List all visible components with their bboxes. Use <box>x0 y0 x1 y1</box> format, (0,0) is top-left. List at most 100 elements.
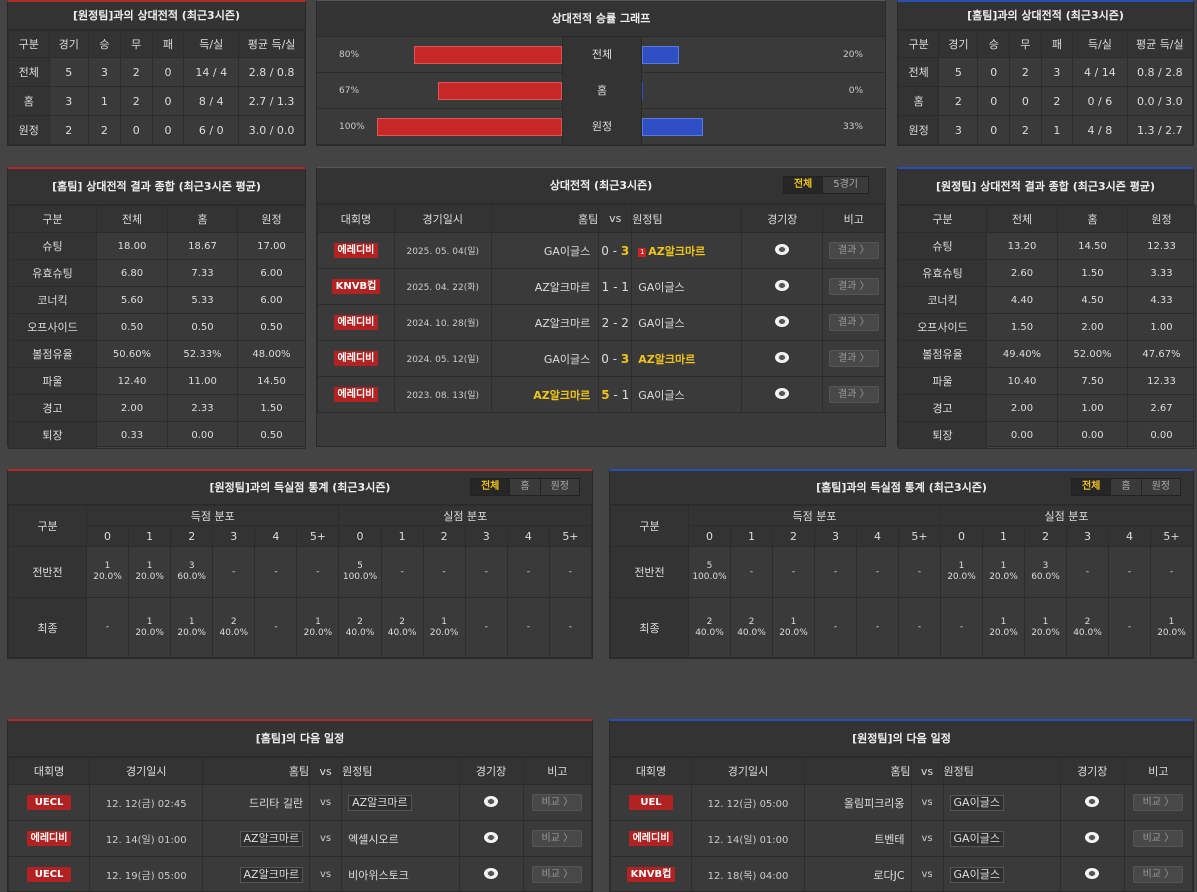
compare-button[interactable]: 비교 〉 <box>1133 830 1184 847</box>
competition-cell: UECL <box>7 784 91 821</box>
competition-badge[interactable]: 에레디비 <box>628 831 674 846</box>
count-value: - <box>316 566 320 577</box>
home-team[interactable]: AZ알크마르 <box>239 830 304 847</box>
conceded-cell: - <box>464 597 508 658</box>
result-button[interactable]: 결과 〉 <box>828 278 879 295</box>
tab-all[interactable]: 전체 <box>783 177 824 193</box>
stat-value: 11.00 <box>167 367 238 395</box>
competition-badge[interactable]: UECL <box>27 795 72 810</box>
tab-all[interactable]: 전체 <box>470 479 511 495</box>
percent-value: 40.0% <box>695 627 724 638</box>
goals-away-tabs: 전체 홈 원정 <box>469 478 580 496</box>
count-value: 2 <box>230 616 237 627</box>
competition-badge[interactable]: 에레디비 <box>26 831 72 846</box>
tab-home[interactable]: 홈 <box>510 479 541 495</box>
right-percent: 20% <box>842 50 863 60</box>
result-button[interactable]: 결과 〉 <box>828 242 879 259</box>
competition-badge[interactable]: 에레디비 <box>333 351 379 366</box>
tab-away[interactable]: 원정 <box>1141 479 1180 495</box>
tab-home[interactable]: 홈 <box>1111 479 1142 495</box>
away-team[interactable]: 엑셀시오르 <box>348 832 399 846</box>
competition-badge[interactable]: 에레디비 <box>333 315 379 330</box>
percent-value: 20.0% <box>1157 627 1186 638</box>
note-cell: 결과 〉 <box>822 304 885 341</box>
stadium-cell <box>741 304 824 341</box>
away-summary-table: 구분 전체 홈 원정 슈팅 13.20 14.50 12.33 유효슈팅 2.60 1.50 3.33… <box>898 205 1196 449</box>
header-row: 대회명 경기일시 홈팀 vs 원정팀 경기장 비고 <box>7 757 593 785</box>
home-team[interactable]: AZ알크마르 <box>490 376 600 413</box>
away-team[interactable]: GA이글스 <box>638 280 685 294</box>
stadium-icon[interactable] <box>484 795 499 807</box>
stadium-icon[interactable] <box>775 351 790 363</box>
compare-button[interactable]: 비교 〉 <box>532 794 583 811</box>
stat-value: 0 <box>151 86 185 116</box>
away-team[interactable]: GA이글스 <box>638 316 685 330</box>
away-team[interactable]: GA이글스 <box>949 830 1004 847</box>
result-button[interactable]: 결과 〉 <box>828 386 879 403</box>
compare-button[interactable]: 비교 〉 <box>1133 794 1184 811</box>
home-team[interactable]: 트벤테 <box>874 832 905 846</box>
competition-badge[interactable]: KNVB컵 <box>331 279 381 294</box>
matches-title: 상대전적 (최근3시즌) <box>549 179 653 192</box>
stadium-icon[interactable] <box>775 315 790 327</box>
stat-value: 2.8 / 0.8 <box>238 57 305 87</box>
away-team[interactable]: GA이글스 <box>949 794 1004 811</box>
column-header: 구분 <box>897 30 940 58</box>
competition-badge[interactable]: UECL <box>27 867 72 882</box>
away-team-cell: GA이글스 <box>942 784 1061 821</box>
conceded-cell: 1 20.0% <box>982 546 1025 598</box>
vs-label: vs <box>309 856 343 892</box>
home-team[interactable]: GA이글스 <box>490 340 600 377</box>
stadium-icon[interactable] <box>775 279 790 291</box>
result-button[interactable]: 결과 〉 <box>828 314 879 331</box>
conceded-cell: - <box>548 597 593 658</box>
match-date: 2025. 05. 04(일) <box>393 232 492 269</box>
goal-count-header: 3 <box>1066 525 1109 547</box>
away-team[interactable]: GA이글스 <box>638 388 685 402</box>
away-team[interactable]: GA이글스 <box>949 866 1004 883</box>
stadium-icon[interactable] <box>1085 831 1100 843</box>
compare-button[interactable]: 비교 〉 <box>1133 866 1184 883</box>
away-team[interactable]: 비아위스토크 <box>348 868 409 882</box>
stadium-icon[interactable] <box>484 831 499 843</box>
header-row: 대회명 경기일시 홈팀 vs 원정팀 경기장 비고 <box>317 204 885 233</box>
away-score: 1 <box>621 387 630 402</box>
compare-button[interactable]: 비교 〉 <box>532 830 583 847</box>
stadium-icon[interactable] <box>484 867 499 879</box>
percent-value: 40.0% <box>345 627 375 638</box>
stat-value: 1.50 <box>986 313 1058 341</box>
away-team[interactable]: AZ알크마르 <box>348 794 412 811</box>
competition-badge[interactable]: KNVB컵 <box>626 867 676 882</box>
away-team[interactable]: AZ알크마르 <box>648 244 706 258</box>
home-team[interactable]: 올림피크리옹 <box>843 796 905 810</box>
compare-button[interactable]: 비교 〉 <box>532 866 583 883</box>
home-team[interactable]: AZ알크마르 <box>239 866 304 883</box>
home-team[interactable]: 드리타 길란 <box>248 796 304 810</box>
competition-badge[interactable]: 에레디비 <box>333 243 379 258</box>
tab-away[interactable]: 원정 <box>540 479 579 495</box>
conceded-cell: - <box>422 546 466 598</box>
home-team[interactable]: AZ알크마르 <box>490 304 600 341</box>
column-header: 홈팀 <box>803 757 912 785</box>
count-value: - <box>1169 566 1174 577</box>
stadium-cell <box>741 376 824 413</box>
stadium-icon[interactable] <box>1085 867 1100 879</box>
tab-5games[interactable]: 5경기 <box>823 177 868 193</box>
percent-value: 60.0% <box>177 572 206 582</box>
stadium-icon[interactable] <box>775 243 790 255</box>
away-team[interactable]: AZ알크마르 <box>638 352 696 366</box>
column-header: 경기 <box>938 30 979 58</box>
stadium-icon[interactable] <box>775 387 790 399</box>
graph-row: 100% 원정 33% <box>317 109 885 145</box>
competition-badge[interactable]: 에레디비 <box>333 387 379 402</box>
result-button[interactable]: 결과 〉 <box>828 350 879 367</box>
home-team[interactable]: AZ알크마르 <box>490 268 600 305</box>
competition-cell: 에레디비 <box>610 820 692 857</box>
row-label: 코너킥 <box>898 286 987 314</box>
home-team[interactable]: 로다JC <box>873 868 905 882</box>
tab-all[interactable]: 전체 <box>1071 479 1112 495</box>
home-team[interactable]: GA이글스 <box>490 232 600 269</box>
stadium-icon[interactable] <box>1085 795 1100 807</box>
competition-badge[interactable]: UEL <box>629 795 673 810</box>
stat-value: 14 / 4 <box>183 57 240 87</box>
